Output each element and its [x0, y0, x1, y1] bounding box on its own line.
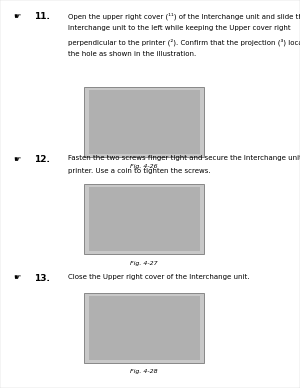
Text: Fig. 4-27: Fig. 4-27 — [130, 261, 158, 266]
Text: Fig. 4-26: Fig. 4-26 — [130, 164, 158, 169]
Text: Open the upper right cover (¹¹) of the Interchange unit and slide the: Open the upper right cover (¹¹) of the I… — [68, 12, 300, 20]
Text: 11.: 11. — [34, 12, 50, 21]
Text: ☛: ☛ — [14, 155, 21, 164]
Bar — [88, 296, 200, 360]
Text: Fasten the two screws finger tight and secure the Interchange unit to the: Fasten the two screws finger tight and s… — [68, 155, 300, 161]
Bar — [88, 187, 200, 251]
Bar — [84, 293, 204, 363]
Text: Close the Upper right cover of the Interchange unit.: Close the Upper right cover of the Inter… — [68, 274, 249, 279]
Text: 13.: 13. — [34, 274, 50, 282]
Text: ☛: ☛ — [14, 274, 21, 282]
Text: ☛: ☛ — [14, 12, 21, 21]
Bar — [88, 90, 200, 154]
Bar — [84, 87, 204, 157]
Text: printer. Use a coin to tighten the screws.: printer. Use a coin to tighten the screw… — [68, 168, 210, 174]
Text: Interchange unit to the left while keeping the Upper cover right: Interchange unit to the left while keepi… — [68, 25, 290, 31]
Text: the hole as shown in the illustration.: the hole as shown in the illustration. — [68, 51, 196, 57]
Bar — [84, 184, 204, 254]
Text: Fig. 4-28: Fig. 4-28 — [130, 369, 158, 374]
Text: 12.: 12. — [34, 155, 50, 164]
Text: perpendicular to the printer (²). Confirm that the projection (³) locates in: perpendicular to the printer (²). Confir… — [68, 38, 300, 45]
